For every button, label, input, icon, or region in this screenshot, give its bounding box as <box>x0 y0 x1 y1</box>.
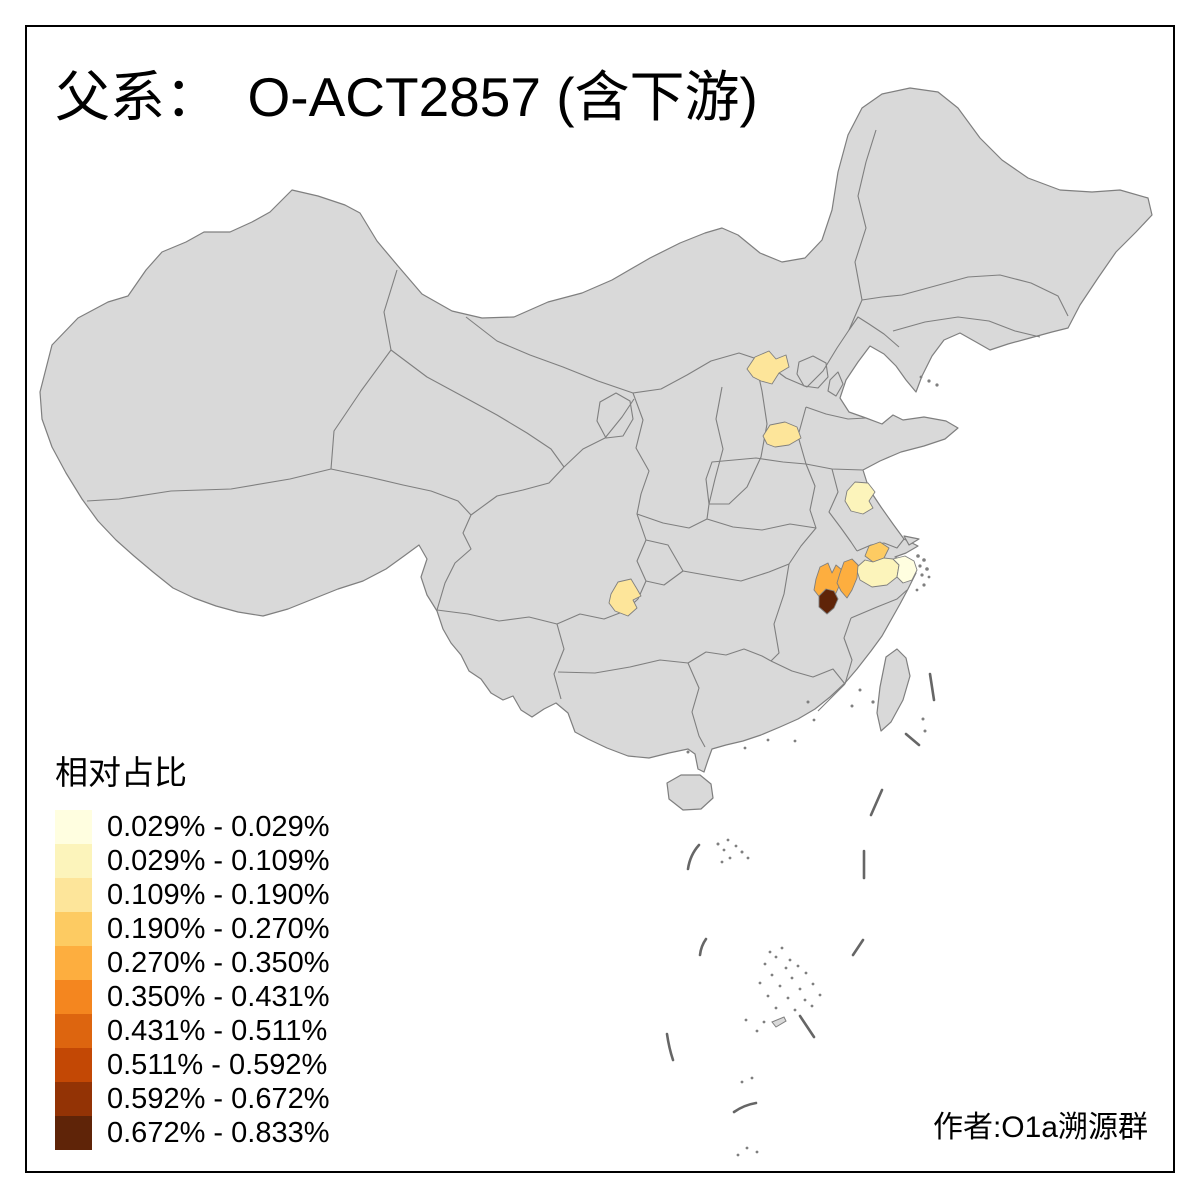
region-chongqing-guizhou <box>608 578 642 617</box>
legend-label-3: 0.109% - 0.190% <box>107 879 330 911</box>
legend-swatch-7 <box>55 1014 92 1048</box>
legend-row: 0.029% - 0.029% <box>55 810 329 844</box>
legend-row: 0.109% - 0.190% <box>55 878 329 912</box>
legend-swatch-4 <box>55 912 92 946</box>
chongming-island <box>903 535 920 546</box>
figure-title: 父系： O-ACT2857 (含下游) <box>55 66 758 128</box>
legend-title: 相对占比 <box>55 754 187 791</box>
legend: 相对占比 0.029% - 0.029% 0.029% - 0.109% 0.1… <box>55 746 329 1150</box>
legend-label-2: 0.029% - 0.109% <box>107 845 330 877</box>
region-north-hebei <box>746 350 790 385</box>
region-east-zhejiang <box>892 555 918 584</box>
legend-swatch-6 <box>55 980 92 1014</box>
legend-row: 0.190% - 0.270% <box>55 912 329 946</box>
region-orange-east <box>836 558 859 599</box>
legend-row: 0.350% - 0.431% <box>55 980 329 1014</box>
legend-swatch-9 <box>55 1082 92 1116</box>
legend-label-10: 0.672% - 0.833% <box>107 1117 330 1149</box>
legend-row: 0.592% - 0.672% <box>55 1082 329 1116</box>
legend-label-5: 0.270% - 0.350% <box>107 947 330 979</box>
legend-label-7: 0.431% - 0.511% <box>107 1015 328 1047</box>
region-dark-brown <box>818 588 839 615</box>
author-credit: 作者:O1a溯源群 <box>932 1111 1148 1144</box>
region-central-jiangsu <box>844 481 876 515</box>
legend-label-6: 0.350% - 0.431% <box>107 981 330 1013</box>
legend-swatch-5 <box>55 946 92 980</box>
province-boundaries <box>86 129 1069 748</box>
mainland-china-outline <box>39 87 1153 773</box>
legend-label-1: 0.029% - 0.029% <box>107 811 330 843</box>
legend-row: 0.672% - 0.833% <box>55 1116 329 1150</box>
nine-dash-line <box>665 672 936 1114</box>
taiwan-island <box>876 648 911 732</box>
figure-border <box>25 25 1175 1173</box>
legend-label-9: 0.592% - 0.672% <box>107 1083 330 1115</box>
legend-swatch-8 <box>55 1048 92 1082</box>
hainan-island <box>666 774 714 811</box>
island-specks <box>686 375 939 1157</box>
legend-row: 0.431% - 0.511% <box>55 1014 329 1048</box>
legend-row: 0.270% - 0.350% <box>55 946 329 980</box>
legend-label-8: 0.511% - 0.592% <box>107 1049 328 1081</box>
legend-label-4: 0.190% - 0.270% <box>107 913 330 945</box>
highlighted-regions <box>608 350 918 617</box>
legend-row: 0.511% - 0.592% <box>55 1048 329 1082</box>
legend-swatch-3 <box>55 878 92 912</box>
legend-swatch-2 <box>55 844 92 878</box>
spratly-islet <box>771 1016 787 1028</box>
region-south-hebei <box>762 421 802 448</box>
legend-swatch-10 <box>55 1116 92 1150</box>
legend-row: 0.029% - 0.109% <box>55 844 329 878</box>
legend-swatch-1 <box>55 810 92 844</box>
